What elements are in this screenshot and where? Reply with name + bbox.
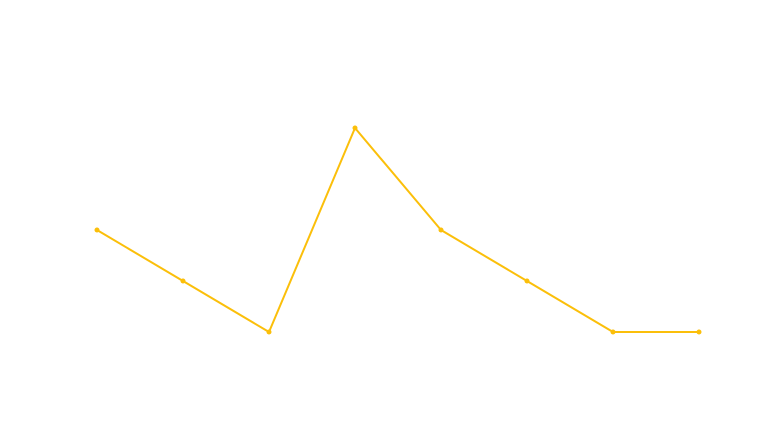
data-point — [438, 227, 444, 233]
data-point — [610, 329, 616, 335]
data-point — [696, 329, 702, 335]
series-line — [96, 127, 699, 333]
data-point — [352, 125, 358, 131]
data-point — [524, 278, 530, 284]
data-point — [180, 278, 186, 284]
data-point — [94, 227, 100, 233]
data-point — [266, 329, 272, 335]
